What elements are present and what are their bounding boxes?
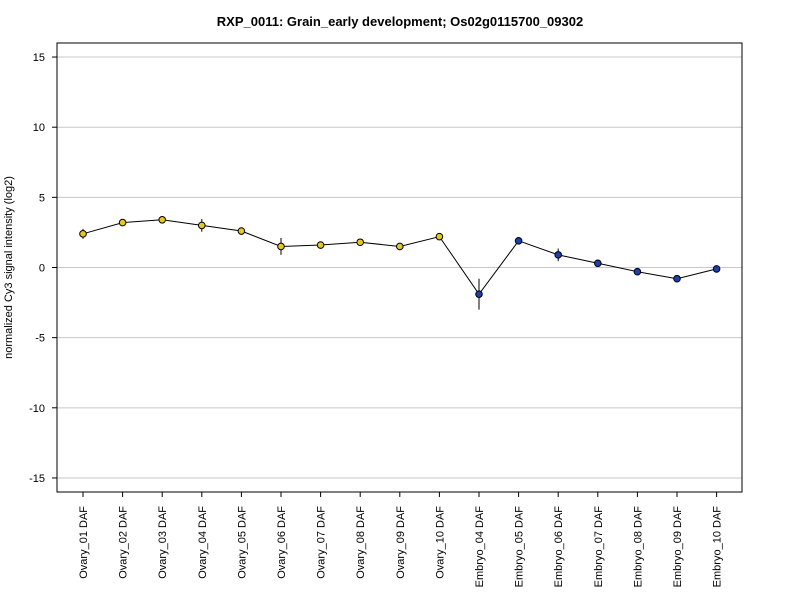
x-tick-label: Ovary_08 DAF [355, 506, 367, 579]
x-tick-label: Ovary_02 DAF [118, 506, 130, 579]
x-tick-label: Ovary_01 DAF [78, 506, 90, 579]
data-point [158, 215, 166, 224]
x-tick-label: Embryo_05 DAF [514, 506, 526, 588]
x-tick-label: Embryo_04 DAF [474, 506, 486, 588]
data-point [712, 265, 721, 273]
x-tick-label: Ovary_07 DAF [316, 506, 328, 579]
x-tick-label: Embryo_06 DAF [553, 506, 565, 588]
x-tick-label: Embryo_09 DAF [672, 506, 684, 588]
data-point [594, 259, 602, 268]
y-tick-label: 10 [33, 122, 45, 134]
data-point [356, 238, 365, 247]
x-tick-label: Embryo_07 DAF [593, 506, 605, 588]
y-tick-label: 0 [39, 263, 45, 275]
x-tick-label: Ovary_03 DAF [157, 506, 169, 579]
data-point [554, 251, 563, 259]
x-tick-label: Ovary_10 DAF [434, 506, 446, 579]
grid-layer [57, 56, 742, 479]
x-tick-label: Ovary_06 DAF [276, 506, 288, 579]
x-tick-label: Ovary_09 DAF [395, 506, 407, 579]
y-tick-label: -10 [29, 403, 45, 415]
data-point [79, 230, 87, 238]
x-tick-label: Embryo_10 DAF [712, 506, 724, 588]
data-point [316, 241, 325, 249]
series-line [82, 219, 717, 296]
data-point [198, 221, 206, 230]
data-point [633, 267, 642, 276]
data-point [475, 290, 483, 298]
data-point [673, 274, 681, 283]
data-point [435, 232, 444, 241]
x-tick-label: Ovary_05 DAF [236, 506, 248, 579]
y-tick-label: -15 [29, 473, 45, 485]
x-axis: Ovary_01 DAF Ovary_02 DAF Ovary_03 DAF Ovar… [78, 492, 724, 587]
x-tick-label: Embryo_08 DAF [632, 506, 644, 588]
y-axis: 15 10 5 0 -5 -10 -15 [29, 52, 57, 485]
y-tick-label: 15 [33, 52, 45, 64]
data-point [237, 227, 246, 235]
chart-title: RXP_0011: Grain_early development; Os02g… [217, 14, 583, 29]
data-point [277, 242, 285, 251]
x-tick-label: Ovary_04 DAF [197, 506, 209, 579]
y-tick-label: -5 [35, 333, 45, 345]
data-point [396, 242, 404, 251]
data-point [514, 237, 523, 245]
y-axis-label: normalized Cy3 signal intensity (log2) [3, 176, 15, 359]
error-bars [82, 217, 718, 310]
data-points [79, 215, 721, 298]
y-tick-label: 5 [39, 192, 45, 204]
data-point [118, 218, 127, 227]
